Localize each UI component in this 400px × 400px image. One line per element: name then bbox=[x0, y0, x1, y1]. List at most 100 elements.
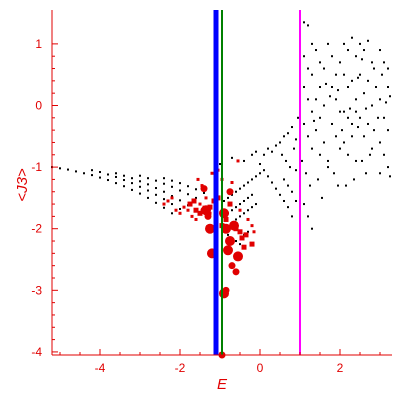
data-point-black-202 bbox=[361, 159, 363, 162]
data-point-black-121 bbox=[307, 24, 309, 27]
data-point-black-13 bbox=[155, 201, 157, 204]
data-point-black-20 bbox=[123, 179, 125, 182]
data-point-black-225 bbox=[387, 67, 389, 70]
data-point-red-26 bbox=[191, 198, 197, 204]
data-point-black-21 bbox=[131, 182, 133, 185]
data-point-black-114 bbox=[285, 159, 287, 162]
data-point-black-196 bbox=[367, 79, 369, 82]
data-point-black-93 bbox=[271, 150, 273, 153]
data-point-black-57 bbox=[243, 212, 245, 215]
data-point-black-160 bbox=[331, 122, 333, 125]
data-point-black-144 bbox=[319, 116, 321, 119]
data-point-black-210 bbox=[365, 107, 367, 110]
data-point-black-164 bbox=[333, 172, 335, 175]
data-point-black-99 bbox=[275, 187, 277, 190]
data-point-red-11 bbox=[204, 196, 208, 200]
data-point-black-147 bbox=[319, 153, 321, 156]
data-point-black-98 bbox=[271, 181, 273, 184]
data-point-black-96 bbox=[263, 169, 265, 172]
data-point-black-77 bbox=[255, 175, 257, 178]
data-point-black-163 bbox=[327, 159, 329, 162]
data-point-black-76 bbox=[251, 178, 253, 181]
data-point-black-182 bbox=[347, 153, 349, 156]
data-point-black-128 bbox=[311, 110, 313, 113]
data-point-black-162 bbox=[339, 147, 341, 150]
data-point-black-27 bbox=[179, 207, 181, 210]
data-point-black-9 bbox=[123, 185, 125, 188]
data-point-red-43 bbox=[201, 205, 211, 216]
data-point-black-158 bbox=[335, 98, 337, 101]
data-point-black-215 bbox=[383, 116, 385, 119]
data-point-black-149 bbox=[317, 178, 319, 181]
vertical-lines-layer bbox=[213, 10, 301, 355]
data-point-red-35 bbox=[223, 216, 229, 222]
data-point-black-220 bbox=[389, 175, 391, 178]
data-point-black-133 bbox=[305, 172, 307, 175]
data-point-black-130 bbox=[307, 135, 309, 138]
data-point-black-91 bbox=[263, 153, 265, 156]
data-point-black-211 bbox=[379, 49, 381, 52]
data-point-black-86 bbox=[219, 163, 221, 166]
data-point-black-100 bbox=[279, 193, 281, 196]
data-point-black-161 bbox=[335, 135, 337, 138]
data-point-red-19 bbox=[230, 181, 234, 184]
data-point-black-97 bbox=[267, 175, 269, 178]
data-point-black-179 bbox=[351, 122, 353, 125]
data-point-red-53 bbox=[200, 185, 208, 193]
data-point-black-122 bbox=[311, 42, 313, 45]
data-point-black-173 bbox=[343, 73, 345, 76]
data-point-black-185 bbox=[345, 184, 347, 187]
data-point-black-145 bbox=[315, 129, 317, 132]
data-point-black-200 bbox=[367, 122, 369, 125]
data-point-black-204 bbox=[369, 153, 371, 156]
data-point-red-23 bbox=[250, 224, 254, 228]
data-point-black-92 bbox=[267, 147, 269, 150]
data-point-red-38 bbox=[237, 229, 243, 235]
data-point-black-152 bbox=[325, 82, 327, 85]
data-point-red-21 bbox=[238, 208, 242, 212]
data-point-black-17 bbox=[99, 171, 101, 174]
data-point-black-42 bbox=[171, 185, 173, 188]
data-point-black-33 bbox=[155, 187, 157, 190]
data-point-red-49 bbox=[225, 236, 235, 247]
axes-layer: 1 0 -1 -2 -3 -4 -4 -2 0 2 bbox=[31, 10, 392, 375]
data-point-black-51 bbox=[203, 191, 205, 194]
data-point-black-43 bbox=[179, 189, 181, 192]
data-point-black-155 bbox=[335, 73, 337, 76]
data-point-black-174 bbox=[347, 86, 349, 89]
data-point-black-26 bbox=[171, 203, 173, 206]
data-point-black-109 bbox=[283, 135, 285, 138]
data-point-red-20 bbox=[236, 159, 240, 163]
data-point-black-115 bbox=[289, 166, 291, 169]
data-point-red-27 bbox=[193, 207, 199, 213]
data-point-black-41 bbox=[163, 182, 165, 185]
data-point-black-56 bbox=[239, 215, 241, 218]
data-point-black-194 bbox=[359, 73, 361, 76]
data-point-black-48 bbox=[179, 182, 181, 185]
data-point-black-166 bbox=[341, 129, 343, 132]
data-point-red-8 bbox=[194, 217, 198, 221]
data-point-black-134 bbox=[309, 184, 311, 187]
data-point-black-141 bbox=[319, 86, 321, 89]
data-point-black-69 bbox=[223, 199, 225, 202]
data-point-black-34 bbox=[163, 190, 165, 193]
data-point-black-88 bbox=[243, 159, 245, 162]
data-point-black-219 bbox=[387, 166, 389, 169]
data-point-black-103 bbox=[291, 215, 293, 218]
data-point-black-36 bbox=[179, 199, 181, 202]
data-point-black-106 bbox=[291, 190, 293, 193]
data-point-black-60 bbox=[255, 203, 257, 206]
data-point-black-40 bbox=[155, 179, 157, 182]
data-point-black-44 bbox=[187, 193, 189, 196]
data-point-black-193 bbox=[371, 61, 373, 64]
data-point-black-151 bbox=[313, 119, 315, 122]
data-point-black-131 bbox=[311, 147, 313, 150]
data-point-black-95 bbox=[259, 163, 261, 166]
y-tick-label-1: 0 bbox=[35, 98, 42, 112]
data-point-black-222 bbox=[385, 101, 387, 104]
data-point-red-6 bbox=[186, 208, 190, 212]
data-point-black-89 bbox=[251, 153, 253, 156]
data-point-red-16 bbox=[210, 171, 214, 175]
